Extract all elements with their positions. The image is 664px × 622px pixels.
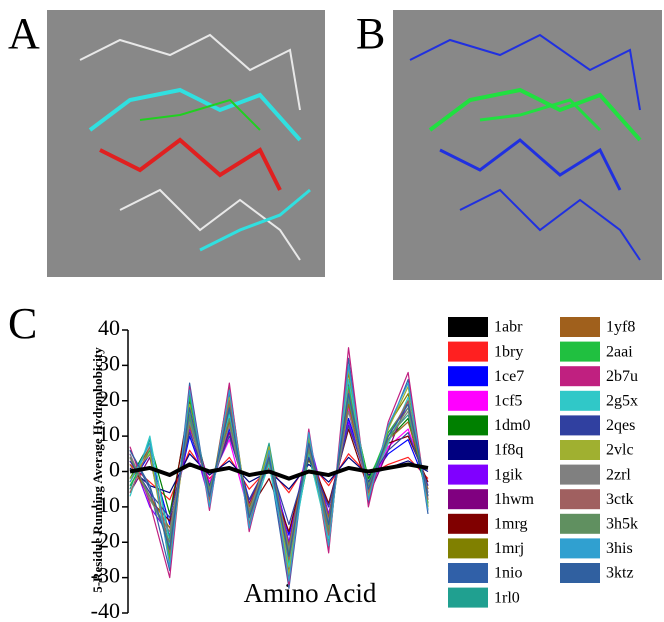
y-tick-label: 10 bbox=[98, 421, 120, 446]
legend-swatch bbox=[560, 390, 600, 411]
y-axis-title: 5-Residue Running Average Hydrophobicity bbox=[90, 347, 105, 593]
legend-label: 1f8q bbox=[494, 442, 523, 459]
legend-swatch bbox=[560, 317, 600, 337]
y-tick-label: -40 bbox=[91, 598, 120, 622]
legend-swatch bbox=[560, 513, 600, 534]
legend-label: 2qes bbox=[606, 417, 635, 434]
legend-swatch bbox=[560, 366, 600, 387]
legend-swatch bbox=[448, 538, 488, 559]
legend-swatch bbox=[448, 563, 488, 583]
legend-label: 3his bbox=[606, 540, 633, 557]
x-axis-title: Amino Acid bbox=[244, 578, 377, 608]
legend-label: 1ce7 bbox=[494, 368, 524, 385]
y-tick-label: -30 bbox=[91, 563, 120, 588]
y-tick-label: -20 bbox=[91, 527, 120, 552]
legend-swatch bbox=[448, 513, 488, 534]
legend-swatch bbox=[560, 464, 600, 485]
legend-label: 2g5x bbox=[606, 392, 638, 409]
series-line bbox=[129, 347, 429, 586]
y-tick-label: 0 bbox=[109, 457, 120, 482]
legend-swatch bbox=[448, 341, 488, 362]
legend-label: 1nio bbox=[494, 565, 522, 582]
y-tick-label: 30 bbox=[98, 350, 120, 375]
legend-swatch bbox=[448, 489, 488, 510]
y-tick-label: -10 bbox=[91, 492, 120, 517]
legend-label: 1bry bbox=[494, 343, 523, 360]
legend-swatch bbox=[560, 341, 600, 362]
legend-label: 1rl0 bbox=[494, 589, 520, 606]
legend-label: 3ktz bbox=[606, 565, 634, 582]
structure-a-trace bbox=[79, 33, 311, 261]
legend-label: 3ctk bbox=[606, 491, 634, 508]
legend-label: 1mrg bbox=[494, 515, 527, 532]
legend-swatch bbox=[448, 390, 488, 411]
legend-swatch bbox=[560, 563, 600, 583]
legend-label: 2aai bbox=[606, 343, 633, 360]
legend-swatch bbox=[448, 587, 488, 608]
legend-label: 2zrl bbox=[606, 466, 631, 483]
legend-label: 1dm0 bbox=[494, 417, 530, 434]
panel-label: C bbox=[8, 299, 37, 348]
structure-b-trace bbox=[409, 33, 642, 261]
legend-swatch bbox=[448, 464, 488, 485]
legend-label: 2vlc bbox=[606, 442, 634, 459]
panel-label: B bbox=[356, 9, 385, 58]
legend-label: 1cf5 bbox=[494, 392, 522, 409]
legend-label: 1abr bbox=[494, 319, 523, 336]
legend-label: 1hwm bbox=[494, 491, 535, 508]
legend-label: 3h5k bbox=[606, 515, 638, 532]
series-line bbox=[129, 393, 429, 558]
legend-label: 1yf8 bbox=[606, 319, 635, 336]
panel-label: A bbox=[8, 9, 40, 58]
legend-swatch bbox=[448, 317, 488, 337]
legend-swatch bbox=[560, 538, 600, 559]
legend-label: 2b7u bbox=[606, 368, 638, 385]
series-line bbox=[129, 462, 429, 481]
legend-swatch bbox=[448, 366, 488, 387]
legend-label: 1mrj bbox=[494, 540, 524, 557]
legend-swatch bbox=[448, 440, 488, 460]
y-tick-label: 20 bbox=[98, 386, 120, 411]
y-tick-label: 40 bbox=[98, 315, 120, 340]
legend-swatch bbox=[448, 415, 488, 436]
legend-swatch bbox=[560, 415, 600, 436]
legend-swatch bbox=[560, 440, 600, 460]
legend-swatch bbox=[560, 489, 600, 510]
legend-label: 1gik bbox=[494, 466, 522, 483]
